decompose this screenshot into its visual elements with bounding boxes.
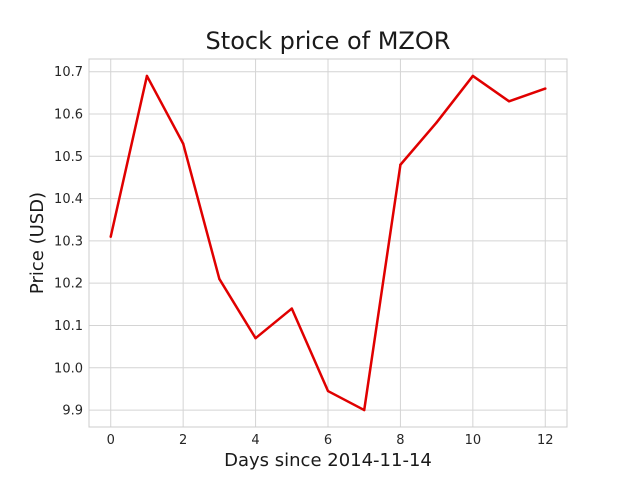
y-tick-label: 10.1: [54, 319, 83, 334]
data-point: [326, 389, 330, 393]
data-point: [145, 74, 149, 78]
data-point: [363, 408, 366, 412]
y-tick-labels: 9.9 10.0 10.1 10.2 10.3 10.4 10.5 10.6 10.7: [54, 65, 83, 418]
y-tick-label: 10.0: [54, 361, 83, 376]
x-tick-label: 12: [537, 433, 554, 448]
y-axis-label: Price (USD): [27, 192, 48, 294]
data-point: [218, 277, 221, 281]
x-tick-label: 4: [251, 433, 259, 448]
x-tick-label: 2: [179, 433, 187, 448]
data-point: [254, 336, 257, 340]
y-tick-label: 10.7: [54, 65, 83, 80]
y-tick-label: 10.5: [54, 150, 83, 165]
plot-area: [88, 58, 568, 428]
x-tick-labels: 0 2 4 6 8 10 12: [107, 433, 554, 448]
x-tick-label: 8: [396, 433, 404, 448]
y-tick-label: 9.9: [62, 404, 83, 419]
chart-title: Stock price of MZOR: [206, 27, 451, 55]
y-tick-label: 10.4: [54, 192, 83, 207]
data-point: [109, 235, 112, 238]
data-point: [399, 163, 402, 166]
x-tick-label: 0: [107, 433, 115, 448]
data-point: [290, 307, 293, 310]
y-tick-label: 10.6: [54, 107, 83, 122]
gridlines: [89, 59, 567, 427]
data-point: [507, 100, 511, 103]
x-tick-label: 6: [324, 433, 332, 448]
data-point: [181, 142, 185, 145]
x-axis-label: Days since 2014-11-14: [224, 450, 432, 471]
series-layer: [109, 74, 547, 412]
data-point: [544, 87, 547, 90]
data-point: [435, 121, 438, 124]
data-point: [471, 74, 475, 78]
y-tick-label: 10.2: [54, 277, 83, 292]
x-tick-label: 10: [465, 433, 482, 448]
y-tick-label: 10.3: [54, 234, 83, 249]
